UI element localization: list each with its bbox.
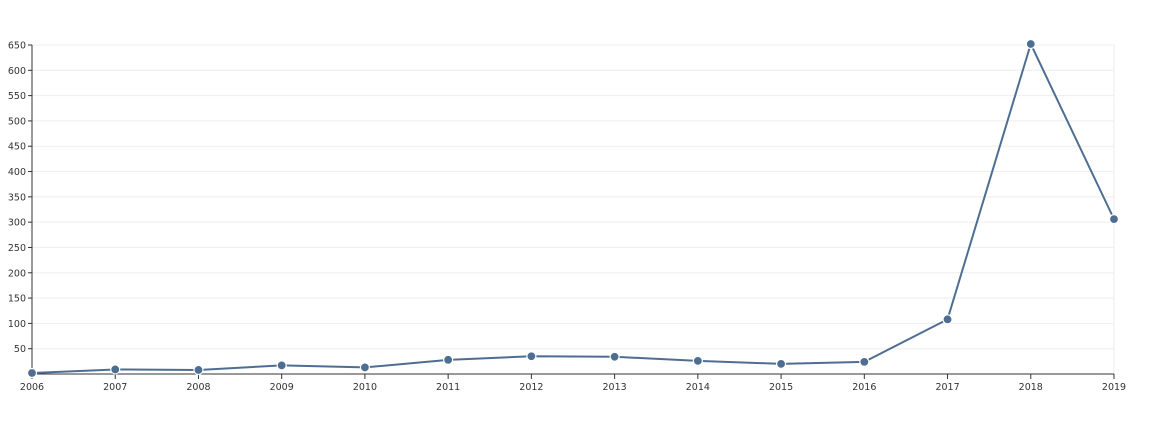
x-tick-label: 2010 [353, 382, 377, 393]
x-tick-label: 2009 [270, 382, 294, 393]
x-tick-label: 2011 [436, 382, 460, 393]
x-tick-label: 2006 [20, 382, 44, 393]
y-tick-label: 550 [8, 91, 26, 102]
y-tick-label: 500 [8, 116, 26, 127]
y-tick-label: 600 [8, 66, 26, 77]
x-tick-label: 2015 [769, 382, 793, 393]
y-axis-ticks: 50 100 150 200 250 300 350 400 450 500 550 600 650 [8, 41, 32, 355]
y-tick-label: 350 [8, 192, 26, 203]
data-point[interactable] [775, 358, 787, 369]
y-tick-label: 400 [8, 167, 26, 178]
data-point[interactable] [443, 354, 454, 365]
data-point[interactable] [692, 355, 703, 366]
data-point[interactable] [1025, 38, 1036, 50]
data-point[interactable] [942, 314, 953, 325]
data-point[interactable] [359, 362, 371, 373]
y-tick-label: 150 [8, 294, 26, 305]
data-point[interactable] [110, 364, 121, 375]
y-tick-label: 450 [8, 142, 26, 153]
y-tick-label: 100 [8, 319, 26, 330]
y-tick-label: 50 [14, 344, 26, 355]
axes [31, 45, 1114, 375]
y-tick-label: 250 [8, 243, 26, 254]
x-tick-label: 2007 [103, 382, 127, 393]
data-point[interactable] [276, 360, 287, 371]
data-point[interactable] [1108, 214, 1120, 225]
series-line-layer [31, 42, 1115, 374]
data-point[interactable] [609, 351, 620, 362]
x-tick-label: 2017 [935, 382, 959, 393]
y-tick-label: 200 [8, 268, 26, 279]
y-tick-label: 650 [8, 41, 26, 52]
x-tick-label: 2018 [1019, 382, 1043, 393]
y-tick-label: 300 [8, 218, 26, 229]
gridlines [32, 44, 1115, 374]
x-tick-label: 2013 [603, 382, 627, 393]
x-tick-label: 2014 [686, 382, 710, 393]
data-points [26, 38, 1120, 379]
x-tick-label: 2019 [1102, 382, 1126, 393]
x-tick-label: 2012 [519, 382, 543, 393]
x-axis-ticks: 2006 2007 2008 2009 2010 2011 2012 2013 2014 2015… [20, 374, 1126, 393]
x-tick-label: 2008 [186, 382, 210, 393]
series-line [31, 42, 1115, 374]
data-point[interactable] [26, 367, 38, 379]
x-tick-label: 2016 [852, 382, 876, 393]
data-point[interactable] [859, 356, 870, 367]
data-point[interactable] [193, 364, 204, 376]
data-point[interactable] [526, 351, 537, 362]
